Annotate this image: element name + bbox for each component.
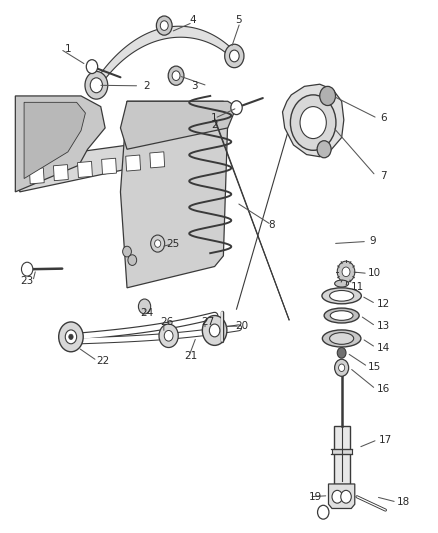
Text: 21: 21 [184, 351, 197, 360]
Ellipse shape [322, 330, 361, 347]
Text: 20: 20 [235, 321, 248, 331]
Text: 14: 14 [377, 343, 390, 352]
Bar [53, 165, 68, 181]
Ellipse shape [329, 290, 354, 301]
Circle shape [337, 261, 355, 282]
Circle shape [138, 299, 151, 314]
Circle shape [90, 78, 102, 93]
Circle shape [341, 490, 351, 503]
Circle shape [156, 16, 172, 35]
Text: 15: 15 [368, 362, 381, 372]
Text: 3: 3 [191, 81, 198, 91]
Ellipse shape [329, 333, 354, 344]
Bar [126, 155, 141, 171]
Circle shape [335, 359, 349, 376]
Bar [102, 158, 117, 174]
Circle shape [168, 66, 184, 85]
Circle shape [320, 86, 336, 106]
Circle shape [290, 95, 336, 150]
Text: 4: 4 [189, 15, 196, 25]
Text: 7: 7 [380, 171, 387, 181]
Polygon shape [15, 96, 105, 192]
Polygon shape [283, 84, 344, 157]
Text: 13: 13 [377, 321, 390, 331]
Bar [29, 168, 44, 184]
Text: 26: 26 [161, 318, 174, 327]
Text: 2: 2 [143, 81, 150, 91]
Circle shape [65, 330, 77, 344]
Circle shape [300, 107, 326, 139]
Circle shape [317, 141, 331, 158]
Circle shape [318, 505, 329, 519]
Polygon shape [20, 139, 184, 192]
Text: 2: 2 [211, 120, 218, 130]
Text: 11: 11 [350, 282, 364, 292]
Polygon shape [328, 484, 355, 508]
Bar [332, 449, 352, 454]
Circle shape [123, 246, 131, 257]
Polygon shape [94, 26, 237, 88]
Polygon shape [24, 102, 85, 179]
Circle shape [155, 240, 161, 247]
Circle shape [230, 50, 239, 62]
Bar [78, 161, 92, 177]
Text: 25: 25 [166, 239, 180, 249]
Text: 1: 1 [211, 114, 218, 123]
Circle shape [209, 324, 220, 337]
Circle shape [202, 316, 227, 345]
Text: 16: 16 [377, 384, 390, 394]
Circle shape [128, 255, 137, 265]
Text: 1: 1 [64, 44, 71, 54]
Circle shape [342, 267, 350, 277]
Polygon shape [120, 101, 228, 288]
Text: 22: 22 [96, 356, 110, 366]
Ellipse shape [322, 288, 361, 304]
Ellipse shape [335, 280, 349, 287]
Circle shape [339, 364, 345, 372]
Text: 5: 5 [235, 15, 242, 25]
Circle shape [160, 21, 168, 30]
Text: 10: 10 [368, 269, 381, 278]
Circle shape [21, 262, 33, 276]
Text: 17: 17 [379, 435, 392, 445]
Circle shape [172, 71, 180, 80]
Circle shape [332, 490, 343, 503]
Text: 6: 6 [380, 114, 387, 123]
Circle shape [337, 348, 346, 358]
Circle shape [86, 60, 98, 74]
Circle shape [151, 235, 165, 252]
Circle shape [159, 324, 178, 348]
Circle shape [164, 330, 173, 341]
Ellipse shape [330, 311, 353, 320]
Text: 27: 27 [201, 318, 214, 327]
Text: 19: 19 [309, 492, 322, 502]
Text: 9: 9 [369, 237, 376, 246]
Text: 24: 24 [140, 308, 153, 318]
Ellipse shape [324, 308, 359, 323]
Bar [150, 152, 165, 168]
Text: 8: 8 [268, 220, 275, 230]
Circle shape [231, 101, 242, 115]
Circle shape [85, 71, 108, 99]
Circle shape [225, 44, 244, 68]
Circle shape [69, 334, 73, 340]
Text: 12: 12 [377, 299, 390, 309]
Text: 18: 18 [396, 497, 410, 507]
Circle shape [59, 322, 83, 352]
Bar [334, 426, 350, 484]
Polygon shape [120, 101, 237, 149]
Text: 23: 23 [21, 277, 34, 286]
